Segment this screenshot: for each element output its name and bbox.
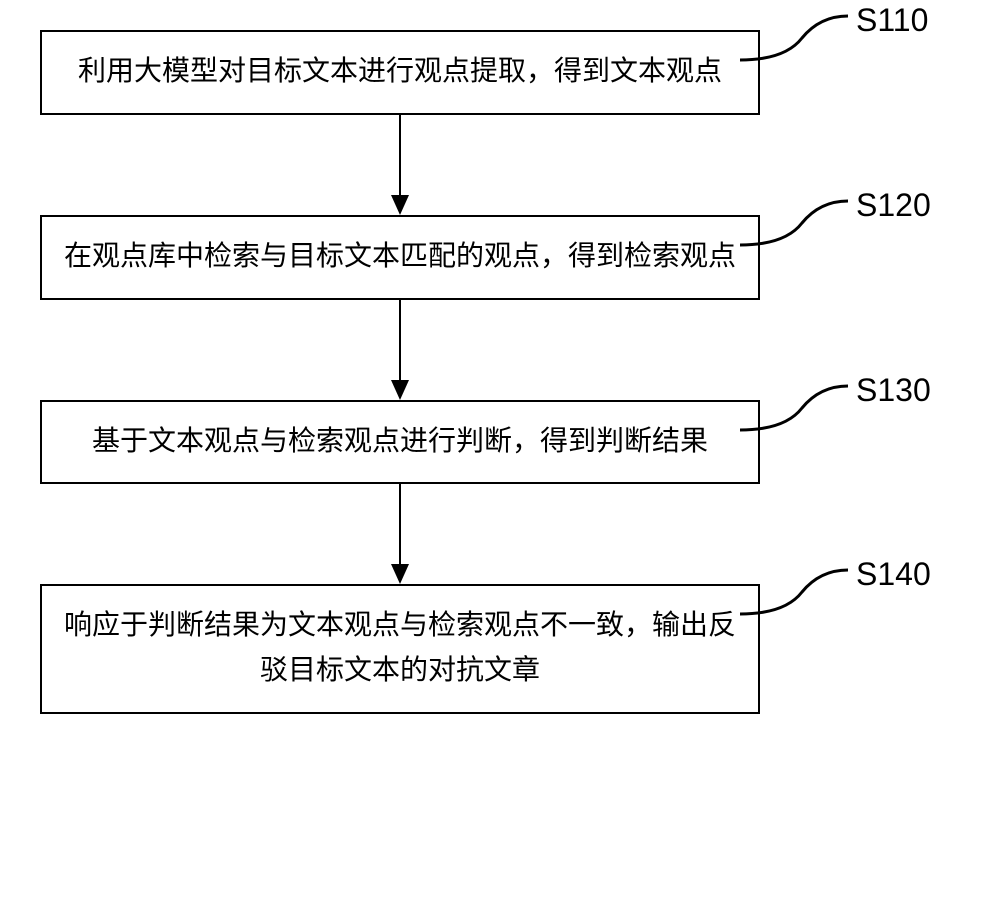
step-text: 在观点库中检索与目标文本匹配的观点，得到检索观点	[64, 241, 736, 272]
arrow-svg	[385, 300, 415, 400]
step-box-s110: 利用大模型对目标文本进行观点提取，得到文本观点	[40, 30, 760, 115]
step-row: 在观点库中检索与目标文本匹配的观点，得到检索观点 S120	[40, 215, 960, 300]
step-text: 响应于判断结果为文本观点与检索观点不一致，输出反驳目标文本的对抗文章	[64, 610, 736, 686]
connector-curve	[730, 197, 850, 252]
step-label-wrap: S130	[730, 382, 931, 437]
step-label: S130	[856, 372, 931, 409]
step-label: S110	[856, 2, 928, 39]
step-label: S120	[856, 187, 931, 224]
flowchart-container: 利用大模型对目标文本进行观点提取，得到文本观点 S110 在观点库中检索与目标文…	[40, 30, 960, 714]
arrow-svg	[385, 115, 415, 215]
step-label-wrap: S140	[730, 566, 931, 621]
step-row: 利用大模型对目标文本进行观点提取，得到文本观点 S110	[40, 30, 960, 115]
step-box-s140: 响应于判断结果为文本观点与检索观点不一致，输出反驳目标文本的对抗文章	[40, 584, 760, 714]
connector-curve	[730, 12, 850, 67]
connector-curve	[730, 566, 850, 621]
step-label-wrap: S110	[730, 12, 928, 67]
arrow-svg	[385, 484, 415, 584]
arrow-s130-s140	[40, 484, 760, 584]
step-label-wrap: S120	[730, 197, 931, 252]
step-text: 利用大模型对目标文本进行观点提取，得到文本观点	[78, 56, 722, 87]
connector-curve	[730, 382, 850, 437]
step-label: S140	[856, 556, 931, 593]
arrow-s110-s120	[40, 115, 760, 215]
step-row: 响应于判断结果为文本观点与检索观点不一致，输出反驳目标文本的对抗文章 S140	[40, 584, 960, 714]
arrow-s120-s130	[40, 300, 760, 400]
step-box-s130: 基于文本观点与检索观点进行判断，得到判断结果	[40, 400, 760, 485]
step-row: 基于文本观点与检索观点进行判断，得到判断结果 S130	[40, 400, 960, 485]
step-box-s120: 在观点库中检索与目标文本匹配的观点，得到检索观点	[40, 215, 760, 300]
step-text: 基于文本观点与检索观点进行判断，得到判断结果	[92, 426, 708, 457]
